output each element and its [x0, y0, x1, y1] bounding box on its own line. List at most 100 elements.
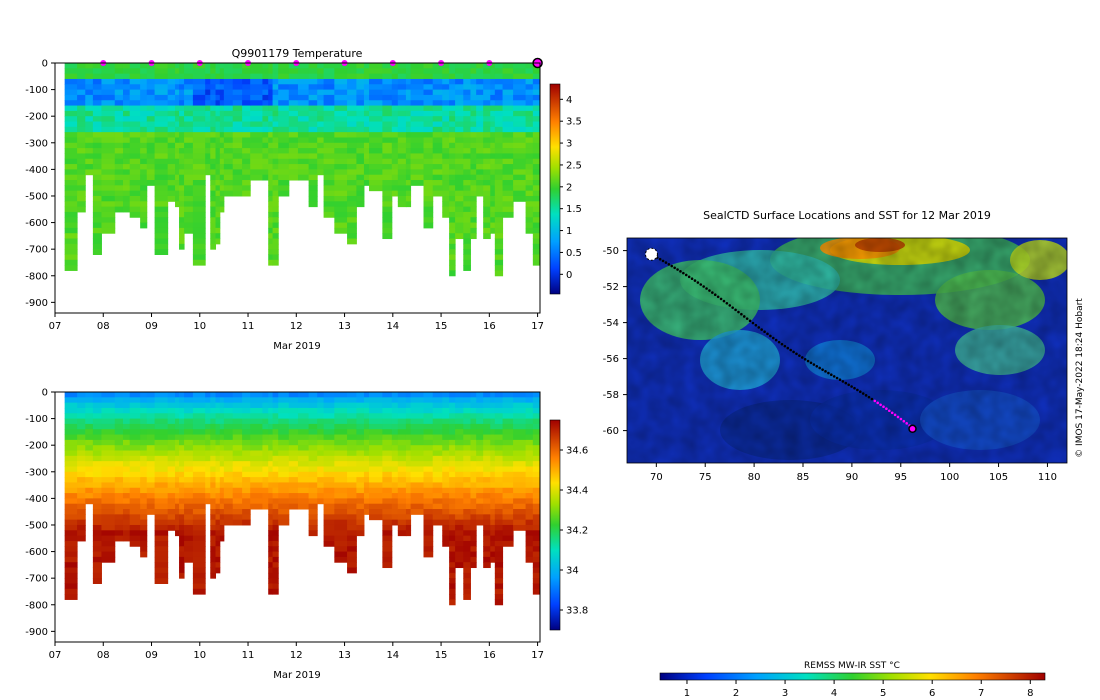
profile-cell [490, 105, 496, 112]
track-point [760, 328, 763, 331]
profile-cell [77, 68, 86, 75]
profile-cell [513, 450, 527, 457]
profile-cell [334, 89, 348, 96]
profile-cell [297, 439, 310, 446]
profile-cell [268, 397, 274, 404]
profile-cell [262, 392, 269, 398]
profile-cell [92, 249, 102, 255]
profile-cell [192, 439, 206, 446]
profile-cell [175, 105, 180, 112]
profile-cell [449, 487, 456, 494]
track-point [780, 342, 784, 346]
profile-cell [85, 137, 94, 144]
profile-cell [179, 201, 185, 208]
profile-cell [391, 105, 399, 112]
profile-cell [64, 174, 78, 181]
profile-cell [463, 78, 471, 85]
profile-cell [184, 142, 194, 149]
profile-cell [192, 562, 206, 569]
profile-cell [483, 148, 491, 154]
profile-cell [92, 567, 102, 574]
profile-cell [215, 567, 221, 574]
y-tick-label: -300 [25, 467, 48, 478]
profile-cell [449, 180, 456, 186]
x-tick-label: 16 [483, 650, 496, 661]
profile-cell [140, 524, 148, 531]
profile-cell [64, 466, 78, 473]
profile-cell [470, 121, 477, 128]
profile-cell [397, 137, 407, 144]
profile-cell [410, 487, 425, 494]
profile-cell [179, 185, 185, 192]
profile-cell [129, 466, 141, 473]
profile-cell [278, 439, 290, 446]
profile-cell [184, 535, 194, 542]
profile-cell [513, 455, 527, 462]
profile-cell [494, 423, 504, 430]
profile-cell [272, 535, 279, 542]
profile-cell [101, 423, 116, 430]
profile-cell [463, 594, 471, 600]
profile-cell [382, 407, 393, 414]
imos-credit: © IMOS 17-May-2022 18:24 Hobart [1075, 298, 1085, 458]
profile-cell [140, 493, 148, 499]
profile-cell [77, 142, 86, 149]
profile-cell [215, 89, 221, 96]
profile-cell [146, 402, 156, 409]
profile-cell [455, 498, 464, 505]
profile-cell [382, 84, 393, 91]
profile-cell [232, 68, 243, 75]
profile-cell [463, 137, 471, 144]
profile-cell [317, 100, 325, 107]
profile-cell [154, 105, 169, 112]
profile-cell [347, 158, 357, 165]
profile-cell [391, 466, 399, 473]
profile-cell [242, 471, 251, 478]
profile-cell [92, 227, 102, 234]
profile-cell [250, 94, 263, 101]
profile-cell [232, 116, 243, 123]
profile-cell [192, 477, 206, 483]
profile-cell [154, 121, 169, 128]
profile-cell [232, 439, 243, 446]
profile-cell [449, 265, 456, 271]
profile-cell [494, 445, 504, 452]
profile-cell [101, 471, 116, 478]
profile-cell [347, 455, 357, 462]
profile-cell [250, 455, 263, 462]
profile-cell [513, 68, 527, 75]
profile-cell [323, 132, 335, 138]
profile-cell [114, 180, 124, 186]
track-point [783, 344, 787, 348]
profile-cell [423, 498, 434, 505]
profile-cell [92, 572, 102, 579]
profile-cell [423, 514, 434, 521]
profile-cell [297, 169, 310, 176]
profile-cell [232, 78, 243, 85]
profile-cell [442, 498, 450, 505]
profile-cell [391, 164, 399, 170]
profile-cell [308, 121, 318, 128]
profile-cell [423, 148, 434, 154]
track-point [896, 415, 900, 419]
profile-cell [179, 413, 185, 420]
profile-cell [215, 201, 221, 208]
profile-cell [405, 450, 412, 457]
profile-cell [175, 142, 180, 149]
profile-cell [167, 482, 176, 489]
profile-cell [242, 110, 251, 117]
profile-cell [502, 142, 514, 149]
profile-cell [215, 137, 221, 144]
profile-cell [262, 105, 269, 112]
profile-cell [432, 503, 443, 510]
profile-cell [323, 397, 335, 404]
profile-cell [382, 126, 393, 133]
track-point [798, 354, 801, 357]
profile-cell [179, 439, 185, 446]
profile-cell [129, 418, 141, 425]
profile-cell [317, 148, 325, 154]
profile-cell [455, 423, 464, 430]
profile-cell [146, 169, 156, 176]
profile-cell [219, 142, 225, 149]
profile-cell [85, 423, 94, 430]
